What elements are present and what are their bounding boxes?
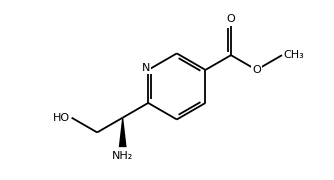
Polygon shape: [119, 118, 127, 147]
Text: HO: HO: [53, 113, 70, 123]
Text: CH₃: CH₃: [284, 50, 305, 60]
Text: NH₂: NH₂: [112, 151, 133, 161]
Text: O: O: [252, 65, 261, 75]
Text: O: O: [226, 14, 235, 24]
Text: N: N: [142, 63, 150, 73]
